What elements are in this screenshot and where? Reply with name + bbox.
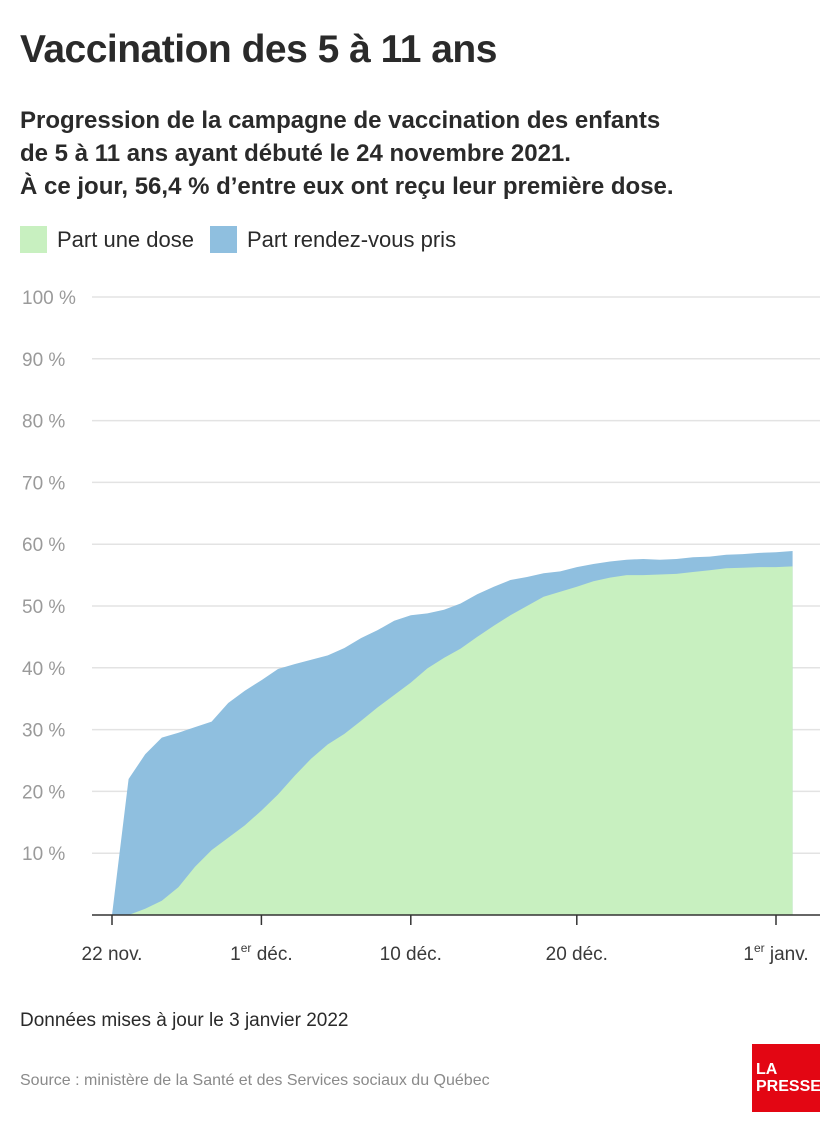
- chart-title: Vaccination des 5 à 11 ans: [20, 28, 497, 71]
- y-tick-label: 30 %: [22, 721, 65, 742]
- area-chart: 10 % 20 % 30 % 40 % 50 % 60 % 70 % 80 % 90 % 100 …: [22, 288, 820, 965]
- logo-line-1: LA: [756, 1061, 778, 1078]
- x-tick-label: 1er déc.: [230, 941, 292, 965]
- update-note: Données mises à jour le 3 janvier 2022: [20, 1010, 349, 1031]
- x-tick-label: 10 déc.: [380, 944, 442, 965]
- y-tick-label: 10 %: [22, 844, 65, 865]
- x-tick-label: 1er janv.: [743, 941, 808, 965]
- y-tick-label: 40 %: [22, 659, 65, 680]
- legend-item-une-dose: Part une dose: [20, 226, 194, 253]
- y-tick-label: 100 %: [22, 288, 76, 309]
- y-tick-label: 20 %: [22, 782, 65, 803]
- x-tick-label: 22 nov.: [82, 944, 143, 965]
- y-tick-label: 70 %: [22, 473, 65, 494]
- x-tick-label: 20 déc.: [546, 944, 608, 965]
- y-tick-label: 60 %: [22, 535, 65, 556]
- legend-swatch-rendez-vous: [209, 226, 237, 253]
- area-series-1: [112, 566, 793, 915]
- legend-swatch-une-dose: [20, 226, 47, 253]
- subtitle-line-1: Progression de la campagne de vaccinatio…: [20, 107, 661, 134]
- subtitle-line-3: À ce jour, 56,4 % d’entre eux ont reçu l…: [20, 173, 674, 200]
- y-tick-label: 50 %: [22, 597, 65, 618]
- legend-item-rendez-vous: Part rendez-vous pris: [209, 226, 457, 253]
- y-tick-label: 90 %: [22, 350, 65, 371]
- y-tick-label: 80 %: [22, 412, 65, 433]
- la-presse-logo: LA PRESSE: [752, 1044, 821, 1112]
- chart-subtitle: Progression de la campagne de vaccinatio…: [20, 104, 780, 203]
- legend-label-une-dose: Part une dose: [57, 226, 194, 252]
- chart-legend: Part une dose Part rendez-vous pris: [20, 226, 472, 253]
- legend-label-rendez-vous: Part rendez-vous pris: [246, 226, 457, 252]
- logo-line-2: PRESSE: [756, 1078, 821, 1095]
- subtitle-line-2: de 5 à 11 ans ayant débuté le 24 novembr…: [20, 140, 571, 167]
- source-text: Source : ministère de la Santé et des Se…: [20, 1072, 490, 1089]
